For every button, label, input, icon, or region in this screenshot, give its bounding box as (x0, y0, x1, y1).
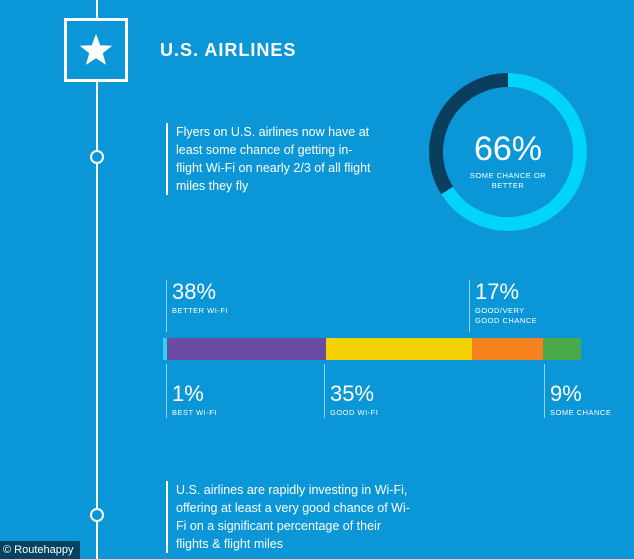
star-icon (79, 34, 113, 65)
stat-label: BEST WI-FI (172, 408, 217, 417)
stat-value: 9% (550, 381, 582, 406)
timeline-node (90, 150, 104, 164)
bar-segment-some-chance (543, 338, 581, 360)
bar-segment-better-wifi (167, 338, 326, 360)
stat-some-chance: 9% SOME CHANCE (544, 364, 611, 418)
donut-chart (429, 73, 587, 231)
stat-good-very-good-chance: 17% GOOD/VERY GOOD CHANCE (469, 280, 545, 332)
stat-label: GOOD/VERY GOOD CHANCE (475, 306, 538, 325)
stat-label: SOME CHANCE (550, 408, 612, 417)
stat-value: 17% (475, 279, 520, 304)
stacked-bar (163, 338, 581, 360)
donut-center-value: 66% (473, 130, 543, 168)
donut-arc-some-chance-or-better (429, 73, 587, 231)
stat-good-wifi: 35% GOOD WI-FI (324, 364, 378, 418)
bar-segment-good-very-good-chance (472, 338, 544, 360)
footer-text: U.S. airlines are rapidly investing in W… (166, 481, 416, 553)
stat-best-wifi: 1% BEST WI-FI (166, 364, 217, 418)
stat-value: 1% (172, 381, 204, 406)
stat-better-wifi: 38% BETTER WI-FI (166, 280, 228, 332)
section-badge (64, 18, 128, 82)
photo-credit: © Routehappy (0, 541, 80, 559)
timeline-line (96, 0, 98, 559)
section-title: U.S. AIRLINES (160, 40, 297, 60)
bar-segment-good-wifi (326, 338, 473, 360)
stat-value: 38% (172, 279, 217, 304)
bar-segment-best-wifi (163, 338, 168, 360)
intro-text: Flyers on U.S. airlines now have at leas… (166, 123, 376, 195)
stat-label: GOOD WI-FI (330, 408, 379, 417)
stat-label: BETTER WI-FI (172, 306, 228, 315)
stat-value: 35% (330, 381, 375, 406)
donut-center-label-text: SOME CHANCE OR BETTER (469, 171, 547, 190)
timeline-node (90, 508, 104, 522)
donut-center-label: SOME CHANCE OR BETTER (424, 171, 592, 191)
